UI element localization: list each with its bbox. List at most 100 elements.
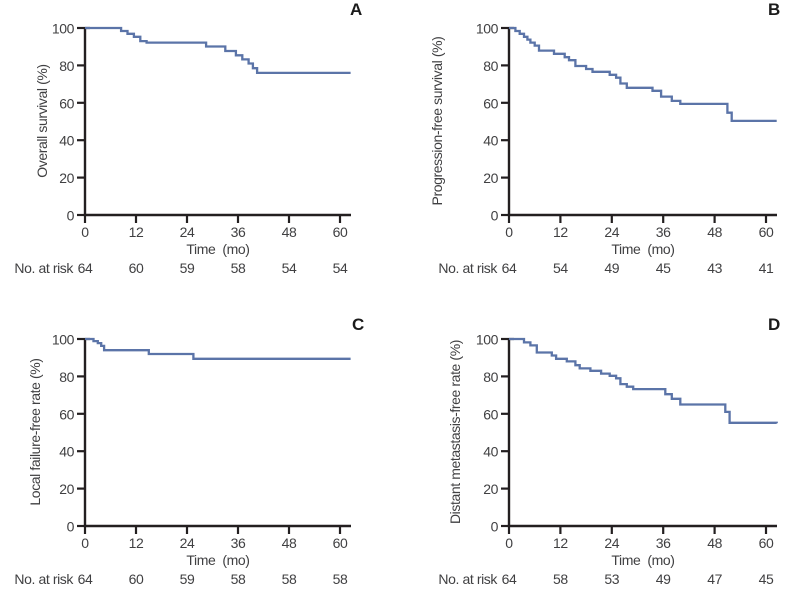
- y-tick-label: 0: [491, 208, 499, 224]
- y-tick-label: 80: [483, 58, 498, 74]
- x-tick-label: 0: [505, 535, 513, 551]
- y-tick-label: 100: [476, 332, 499, 348]
- no-at-risk-label: No. at risk: [14, 571, 73, 587]
- x-tick-label: 0: [81, 535, 89, 551]
- no-at-risk-label: No. at risk: [14, 260, 73, 276]
- risk-count: 41: [759, 260, 774, 276]
- x-tick-label: 36: [656, 535, 671, 551]
- risk-count: 43: [707, 260, 722, 276]
- risk-count: 58: [553, 571, 568, 587]
- y-tick-label: 0: [491, 519, 499, 535]
- risk-count: 64: [502, 260, 517, 276]
- no-at-risk-label: No. at risk: [438, 571, 497, 587]
- y-tick-label: 40: [59, 444, 74, 460]
- x-tick-label: 36: [231, 535, 246, 551]
- y-tick-label: 80: [483, 369, 498, 385]
- x-axis-label: Time (mo): [611, 552, 675, 568]
- km-curve: [509, 26, 777, 123]
- risk-count: 45: [759, 571, 774, 587]
- panel-letter-b: B: [768, 0, 780, 19]
- y-tick-label: 0: [67, 208, 75, 224]
- panel-letter-a: A: [350, 0, 362, 19]
- y-tick-label: 100: [52, 332, 75, 348]
- x-tick-label: 60: [333, 535, 348, 551]
- y-tick-label: 100: [52, 21, 75, 37]
- risk-count: 58: [282, 571, 297, 587]
- x-axis-label: Time (mo): [611, 241, 675, 257]
- x-tick-label: 0: [81, 224, 89, 240]
- y-tick-label: 100: [476, 21, 499, 37]
- km-chart-local-failure-free-rate: 0 20 40 60 80 100 0 12 24 36 48 60 64 60 59 58 58 58: [52, 332, 351, 587]
- risk-count: 59: [180, 571, 195, 587]
- y-axis-label: Progression-free survival (%): [429, 36, 445, 206]
- km-curve: [85, 337, 351, 360]
- km-curve: [509, 337, 778, 424]
- panel-letter-c: C: [352, 315, 364, 334]
- no-at-risk-label: No. at risk: [438, 260, 497, 276]
- risk-count: 47: [707, 571, 722, 587]
- y-tick-label: 40: [483, 133, 498, 149]
- x-tick-label: 36: [231, 224, 246, 240]
- km-chart-progression-free-survival: 0 20 40 60 80 100 0 12 24 36 48 60 64 54 49 45 43 41: [476, 21, 777, 276]
- x-axis-label: Time (mo): [186, 241, 250, 257]
- panel-local-failure-free-rate: 0 20 40 60 80 100 0 12 24 36 48 60 64 60 59 58 58 58 C Lo…: [0, 299, 393, 599]
- y-tick-label: 20: [483, 170, 498, 186]
- x-tick-label: 48: [707, 224, 722, 240]
- x-tick-label: 12: [553, 224, 568, 240]
- risk-count: 64: [78, 260, 93, 276]
- y-tick-label: 80: [59, 58, 74, 74]
- risk-count: 59: [180, 260, 195, 276]
- y-tick-label: 60: [483, 95, 498, 111]
- y-tick-label: 40: [483, 444, 498, 460]
- y-tick-label: 60: [483, 406, 498, 422]
- risk-count: 54: [333, 260, 348, 276]
- x-tick-label: 48: [282, 224, 297, 240]
- x-tick-label: 60: [759, 224, 774, 240]
- x-tick-label: 24: [604, 535, 619, 551]
- y-tick-label: 20: [59, 170, 74, 186]
- x-tick-label: 60: [333, 224, 348, 240]
- km-curve: [85, 26, 351, 75]
- risk-count: 60: [129, 260, 144, 276]
- risk-count: 49: [656, 571, 671, 587]
- km-chart-overall-survival: 0 20 40 60 80 100 0 12 24 36 48 60 64 60 59 58 54 54: [52, 21, 351, 276]
- risk-count: 64: [502, 571, 517, 587]
- x-tick-label: 48: [282, 535, 297, 551]
- x-tick-label: 0: [505, 224, 513, 240]
- risk-count: 64: [78, 571, 93, 587]
- risk-count: 58: [231, 260, 246, 276]
- risk-count: 49: [604, 260, 619, 276]
- risk-count: 58: [333, 571, 348, 587]
- y-tick-label: 60: [59, 406, 74, 422]
- y-tick-label: 20: [59, 481, 74, 497]
- x-tick-label: 24: [604, 224, 619, 240]
- x-tick-label: 24: [180, 535, 195, 551]
- y-tick-label: 20: [483, 481, 498, 497]
- risk-count: 54: [282, 260, 297, 276]
- y-axis-label: Overall survival (%): [34, 64, 50, 178]
- y-tick-label: 40: [59, 133, 74, 149]
- x-tick-label: 24: [180, 224, 195, 240]
- y-axis-label: Local failure-free rate (%): [27, 358, 43, 506]
- x-tick-label: 36: [656, 224, 671, 240]
- risk-count: 58: [231, 571, 246, 587]
- x-tick-label: 48: [707, 535, 722, 551]
- y-tick-label: 80: [59, 369, 74, 385]
- risk-count: 53: [604, 571, 619, 587]
- panel-letter-d: D: [768, 315, 780, 334]
- x-tick-label: 60: [759, 535, 774, 551]
- y-tick-label: 0: [67, 519, 75, 535]
- panel-overall-survival: 0 20 40 60 80 100 0 12 24 36 48 60 64 60 59 58 54 54 A Ov…: [0, 0, 393, 300]
- risk-count: 54: [553, 260, 568, 276]
- y-tick-label: 60: [59, 95, 74, 111]
- panel-distant-metastasis-free-rate: 0 20 40 60 80 100 0 12 24 36 48 60 64 58 53 49 47 45 D Di…: [393, 299, 786, 599]
- risk-count: 45: [656, 260, 671, 276]
- risk-count: 60: [129, 571, 144, 587]
- x-tick-label: 12: [553, 535, 568, 551]
- x-tick-label: 12: [129, 224, 144, 240]
- x-axis-label: Time (mo): [186, 552, 250, 568]
- km-chart-distant-metastasis-free-rate: 0 20 40 60 80 100 0 12 24 36 48 60 64 58 53 49 47 45: [476, 332, 778, 587]
- x-tick-label: 12: [129, 535, 144, 551]
- panel-progression-free-survival: 0 20 40 60 80 100 0 12 24 36 48 60 64 54 49 45 43 41 B Pr…: [393, 0, 786, 300]
